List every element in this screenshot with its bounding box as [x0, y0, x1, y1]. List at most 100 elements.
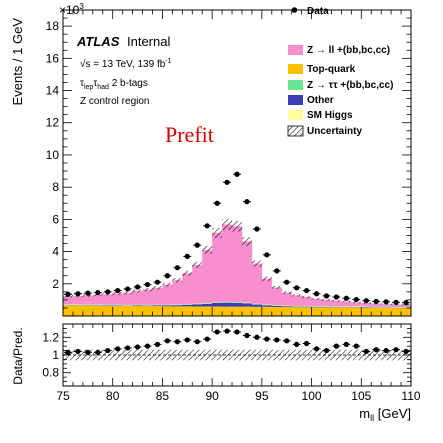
data-point [244, 199, 250, 205]
uncertainty-bin [351, 301, 362, 304]
ratio-point [204, 336, 210, 342]
ratio-point [383, 347, 389, 354]
ratio-point [174, 339, 180, 345]
y-axis-label: Events / 1 GeV [10, 18, 25, 106]
ratio-point [85, 349, 91, 355]
legend-label: SM Higgs [307, 110, 353, 121]
uncertainty-bin [341, 300, 352, 303]
bar-top [172, 306, 183, 316]
uncertainty-bin [222, 219, 233, 231]
bar-zll [63, 296, 74, 305]
uncertainty-bin [331, 299, 342, 302]
bar-other [202, 303, 213, 307]
data-point [194, 242, 200, 248]
bar-other [212, 302, 223, 307]
x-axis-label: mll [GeV] [359, 406, 411, 423]
bar-zll [241, 241, 253, 303]
ratio-uncertainty [63, 349, 411, 361]
bar-other [241, 303, 253, 307]
bar-other [281, 306, 292, 307]
bar-top [311, 307, 322, 316]
y-tick-label: 10 [46, 148, 60, 162]
ratio-point [234, 329, 240, 335]
ratio-points [64, 328, 410, 355]
bar-top [202, 306, 213, 316]
data-point [174, 265, 180, 271]
uncertainty-bin [281, 291, 292, 295]
ratio-band [63, 349, 411, 361]
bar-zll [321, 299, 332, 307]
bar-zll [222, 224, 233, 302]
data-point [105, 289, 111, 295]
uncertainty-bin [182, 270, 193, 276]
bar-top [241, 306, 253, 316]
btag-label: τlepτhad 2 b-tags [80, 78, 148, 91]
bar-top [361, 307, 372, 316]
data-point [95, 290, 101, 296]
bar-top [212, 306, 223, 316]
data-point [125, 286, 131, 292]
bar-top [351, 307, 362, 316]
x-tick-label: 80 [106, 389, 120, 403]
uncertainty-bin [301, 295, 312, 299]
ratio-point [244, 332, 250, 339]
main-x-ticks [62, 10, 412, 316]
x-tick-label: 95 [255, 389, 269, 403]
ratio-point [403, 348, 409, 355]
bar-zll [132, 291, 143, 305]
data-point [403, 300, 409, 306]
bar-zll [401, 304, 412, 308]
prefit-label: Prefit [165, 122, 214, 147]
legend-label: Uncertainty [307, 126, 362, 137]
bar-zll [311, 298, 322, 307]
bar-top [261, 306, 273, 316]
ratio-x-ticks: 75 80 85 90 95 100 105 110 [56, 324, 421, 403]
bar-other [182, 304, 193, 307]
bar-zll [72, 295, 84, 305]
data-point [393, 299, 399, 305]
bar-zll [92, 294, 104, 305]
ratio-point [294, 341, 300, 347]
data-point [323, 293, 330, 299]
data-point [284, 279, 290, 285]
bar-other [261, 305, 273, 307]
bar-zll [142, 289, 153, 305]
bar-top [331, 307, 342, 316]
ratio-point [134, 344, 141, 350]
data-point [134, 284, 141, 290]
y-tick-label: 16 [46, 51, 60, 65]
main-plot: 2 4 6 8 10 12 14 16 18 [46, 9, 412, 317]
bar-other [162, 305, 173, 307]
bar-zll [361, 303, 372, 307]
y-tick-label: 12 [46, 116, 60, 130]
ratio-point [254, 334, 260, 340]
legend-entry-top: Top-quark [288, 64, 356, 75]
ratio-point [274, 337, 280, 343]
bar-zll [331, 300, 342, 307]
data-point [313, 291, 320, 297]
data-point [254, 226, 260, 232]
data-point [264, 252, 270, 258]
uncertainty-bin [261, 276, 272, 282]
data-point [304, 287, 310, 294]
bar-other [251, 304, 263, 307]
x-tick-label: 100 [302, 389, 322, 403]
bar-top [251, 306, 263, 316]
legend-entry-data: Data [288, 6, 329, 17]
bar-top [132, 306, 143, 316]
bar-zll [82, 295, 94, 305]
bar-top [401, 308, 412, 316]
uncertainty-bin [212, 227, 223, 238]
ratio-point [284, 338, 290, 344]
bar-top [222, 306, 233, 316]
uncertainty-bin [202, 245, 213, 254]
data-point [144, 281, 151, 288]
x-tick-label: 110 [401, 389, 420, 403]
ratio-point [323, 347, 330, 354]
bar-top [271, 306, 283, 316]
bar-top [391, 308, 402, 316]
bar-zll [371, 303, 382, 307]
ratio-point [224, 328, 230, 334]
bar-top [341, 307, 352, 316]
